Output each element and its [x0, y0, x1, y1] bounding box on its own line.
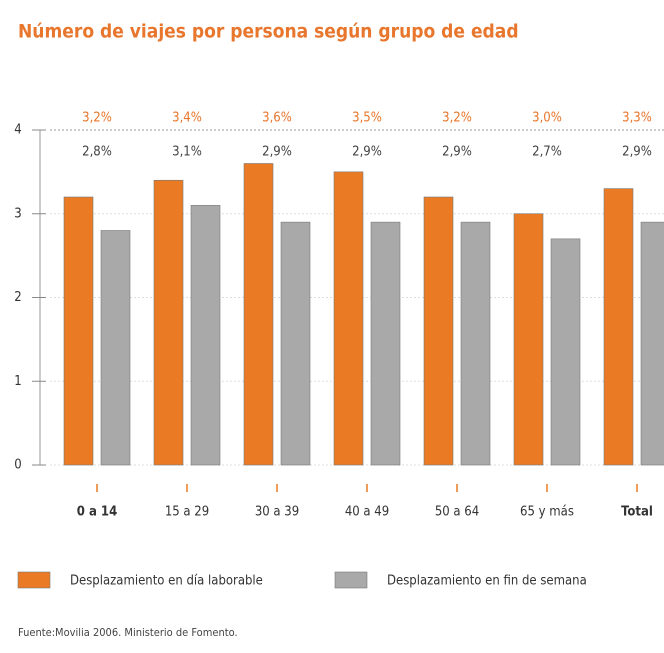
legend-swatch	[334, 571, 368, 589]
bar	[153, 179, 184, 466]
x-tick-label: 40 a 49	[345, 505, 389, 520]
x-tick-label: 0 a 14	[77, 505, 117, 520]
value-label: 3,0%	[532, 111, 562, 126]
bar	[550, 238, 581, 466]
y-tick-label: 2	[14, 290, 21, 305]
legend-swatch	[17, 571, 51, 589]
y-tick-label: 3	[14, 206, 21, 221]
value-label: 2,7%	[532, 145, 562, 160]
bar	[603, 188, 634, 466]
value-label: 3,4%	[172, 111, 202, 126]
value-label: 3,6%	[262, 111, 292, 126]
y-tick-label: 1	[14, 374, 21, 389]
x-tick-label: 65 y más	[520, 505, 574, 520]
y-tick-label: 4	[14, 123, 21, 138]
x-tick-label: 15 a 29	[165, 505, 209, 520]
value-label: 2,9%	[262, 145, 292, 160]
value-label: 3,2%	[82, 111, 112, 126]
bar	[370, 221, 401, 466]
bar	[190, 205, 221, 466]
value-label: 3,2%	[442, 111, 472, 126]
source-note: Fuente:Movilia 2006. Ministerio de Fomen…	[18, 626, 238, 639]
value-label: 2,9%	[622, 145, 652, 160]
legend-label: Desplazamiento en día laborable	[70, 574, 263, 589]
value-label: 2,9%	[442, 145, 472, 160]
bar	[333, 171, 364, 466]
y-tick-label: 0	[14, 458, 21, 473]
chart-title: Número de viajes por persona según grupo…	[18, 21, 519, 43]
x-tick-label: Total	[621, 505, 653, 520]
bar	[280, 221, 311, 466]
legend-label: Desplazamiento en fin de semana	[387, 574, 587, 589]
value-label: 2,9%	[352, 145, 382, 160]
value-label: 3,3%	[622, 111, 652, 126]
bar	[63, 196, 94, 466]
bar	[513, 213, 544, 466]
value-label: 3,1%	[172, 145, 202, 160]
x-tick-label: 50 a 64	[435, 505, 479, 520]
x-tick-label: 30 a 39	[255, 505, 299, 520]
bar	[243, 163, 274, 466]
bar	[640, 221, 664, 466]
bar	[100, 230, 131, 466]
value-label: 2,8%	[82, 145, 112, 160]
value-label: 3,5%	[352, 111, 382, 126]
bar	[460, 221, 491, 466]
bar	[423, 196, 454, 466]
